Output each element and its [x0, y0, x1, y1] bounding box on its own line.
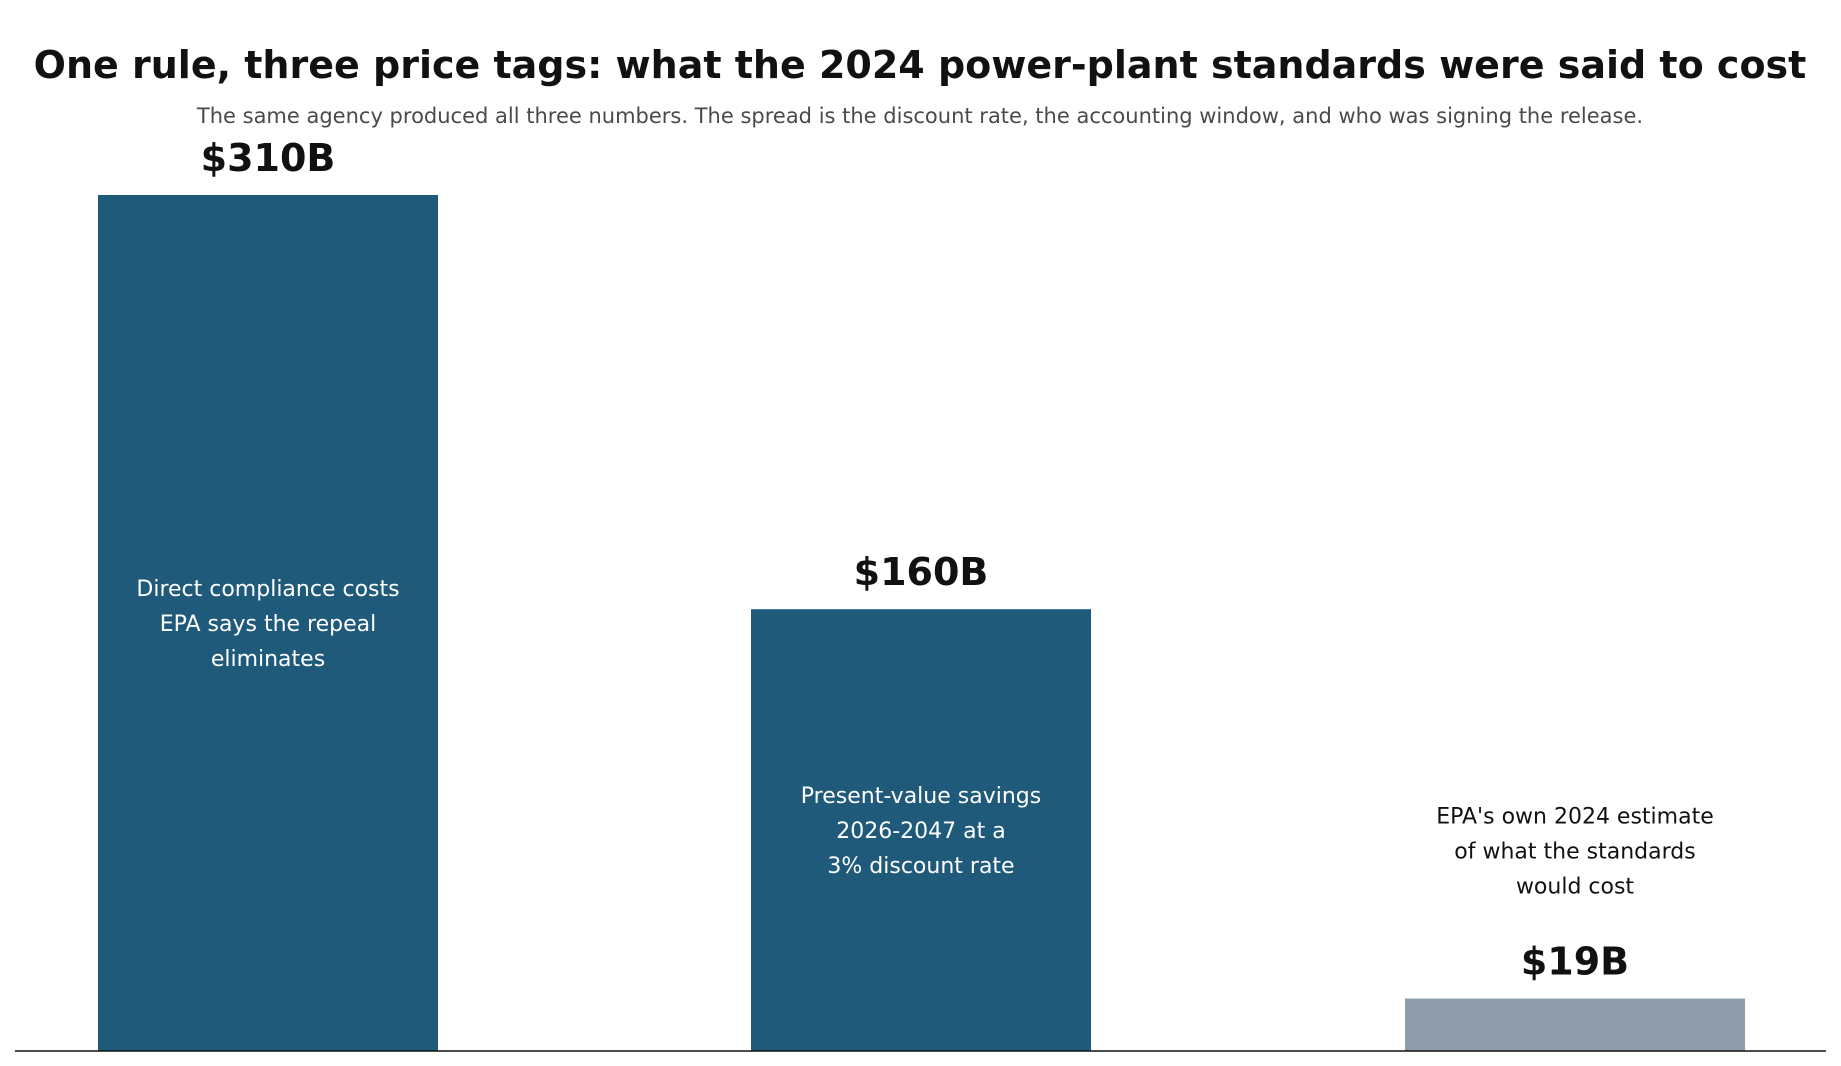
value-label-1: $310B [201, 136, 336, 180]
chart-subtitle: The same agency produced all three numbe… [196, 104, 1643, 128]
bar-2 [751, 609, 1091, 1051]
bar-1-label-line-2: EPA says the repeal [160, 612, 377, 637]
bar-3-label-line-1: EPA's own 2024 estimate [1436, 805, 1714, 830]
bar-1 [98, 195, 438, 1051]
bar-3 [1405, 998, 1745, 1051]
bar-2-label-line-2: 2026-2047 at a [836, 819, 1006, 844]
chart-title: One rule, three price tags: what the 202… [34, 43, 1807, 87]
bar-2-label-line-1: Present-value savings [801, 784, 1041, 809]
bars-layer: $310B Direct compliance costs EPA says the… [98, 136, 1745, 1051]
value-label-2: $160B [854, 550, 989, 594]
bar-1-label-line-3: eliminates [211, 647, 325, 672]
bar-2-label-line-3: 3% discount rate [827, 854, 1014, 879]
bar-1-label-line-1: Direct compliance costs [136, 577, 399, 602]
value-label-3: $19B [1521, 940, 1629, 984]
bar-3-label-line-2: of what the standards [1454, 840, 1695, 865]
bar-3-label-line-3: would cost [1516, 875, 1634, 900]
